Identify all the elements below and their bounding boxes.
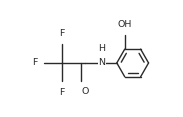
Text: F: F [59,88,65,97]
Text: N: N [98,58,105,67]
Text: O: O [81,87,89,96]
Text: F: F [32,58,37,67]
Text: OH: OH [117,20,132,29]
Text: F: F [59,29,65,38]
Text: H: H [98,44,105,53]
